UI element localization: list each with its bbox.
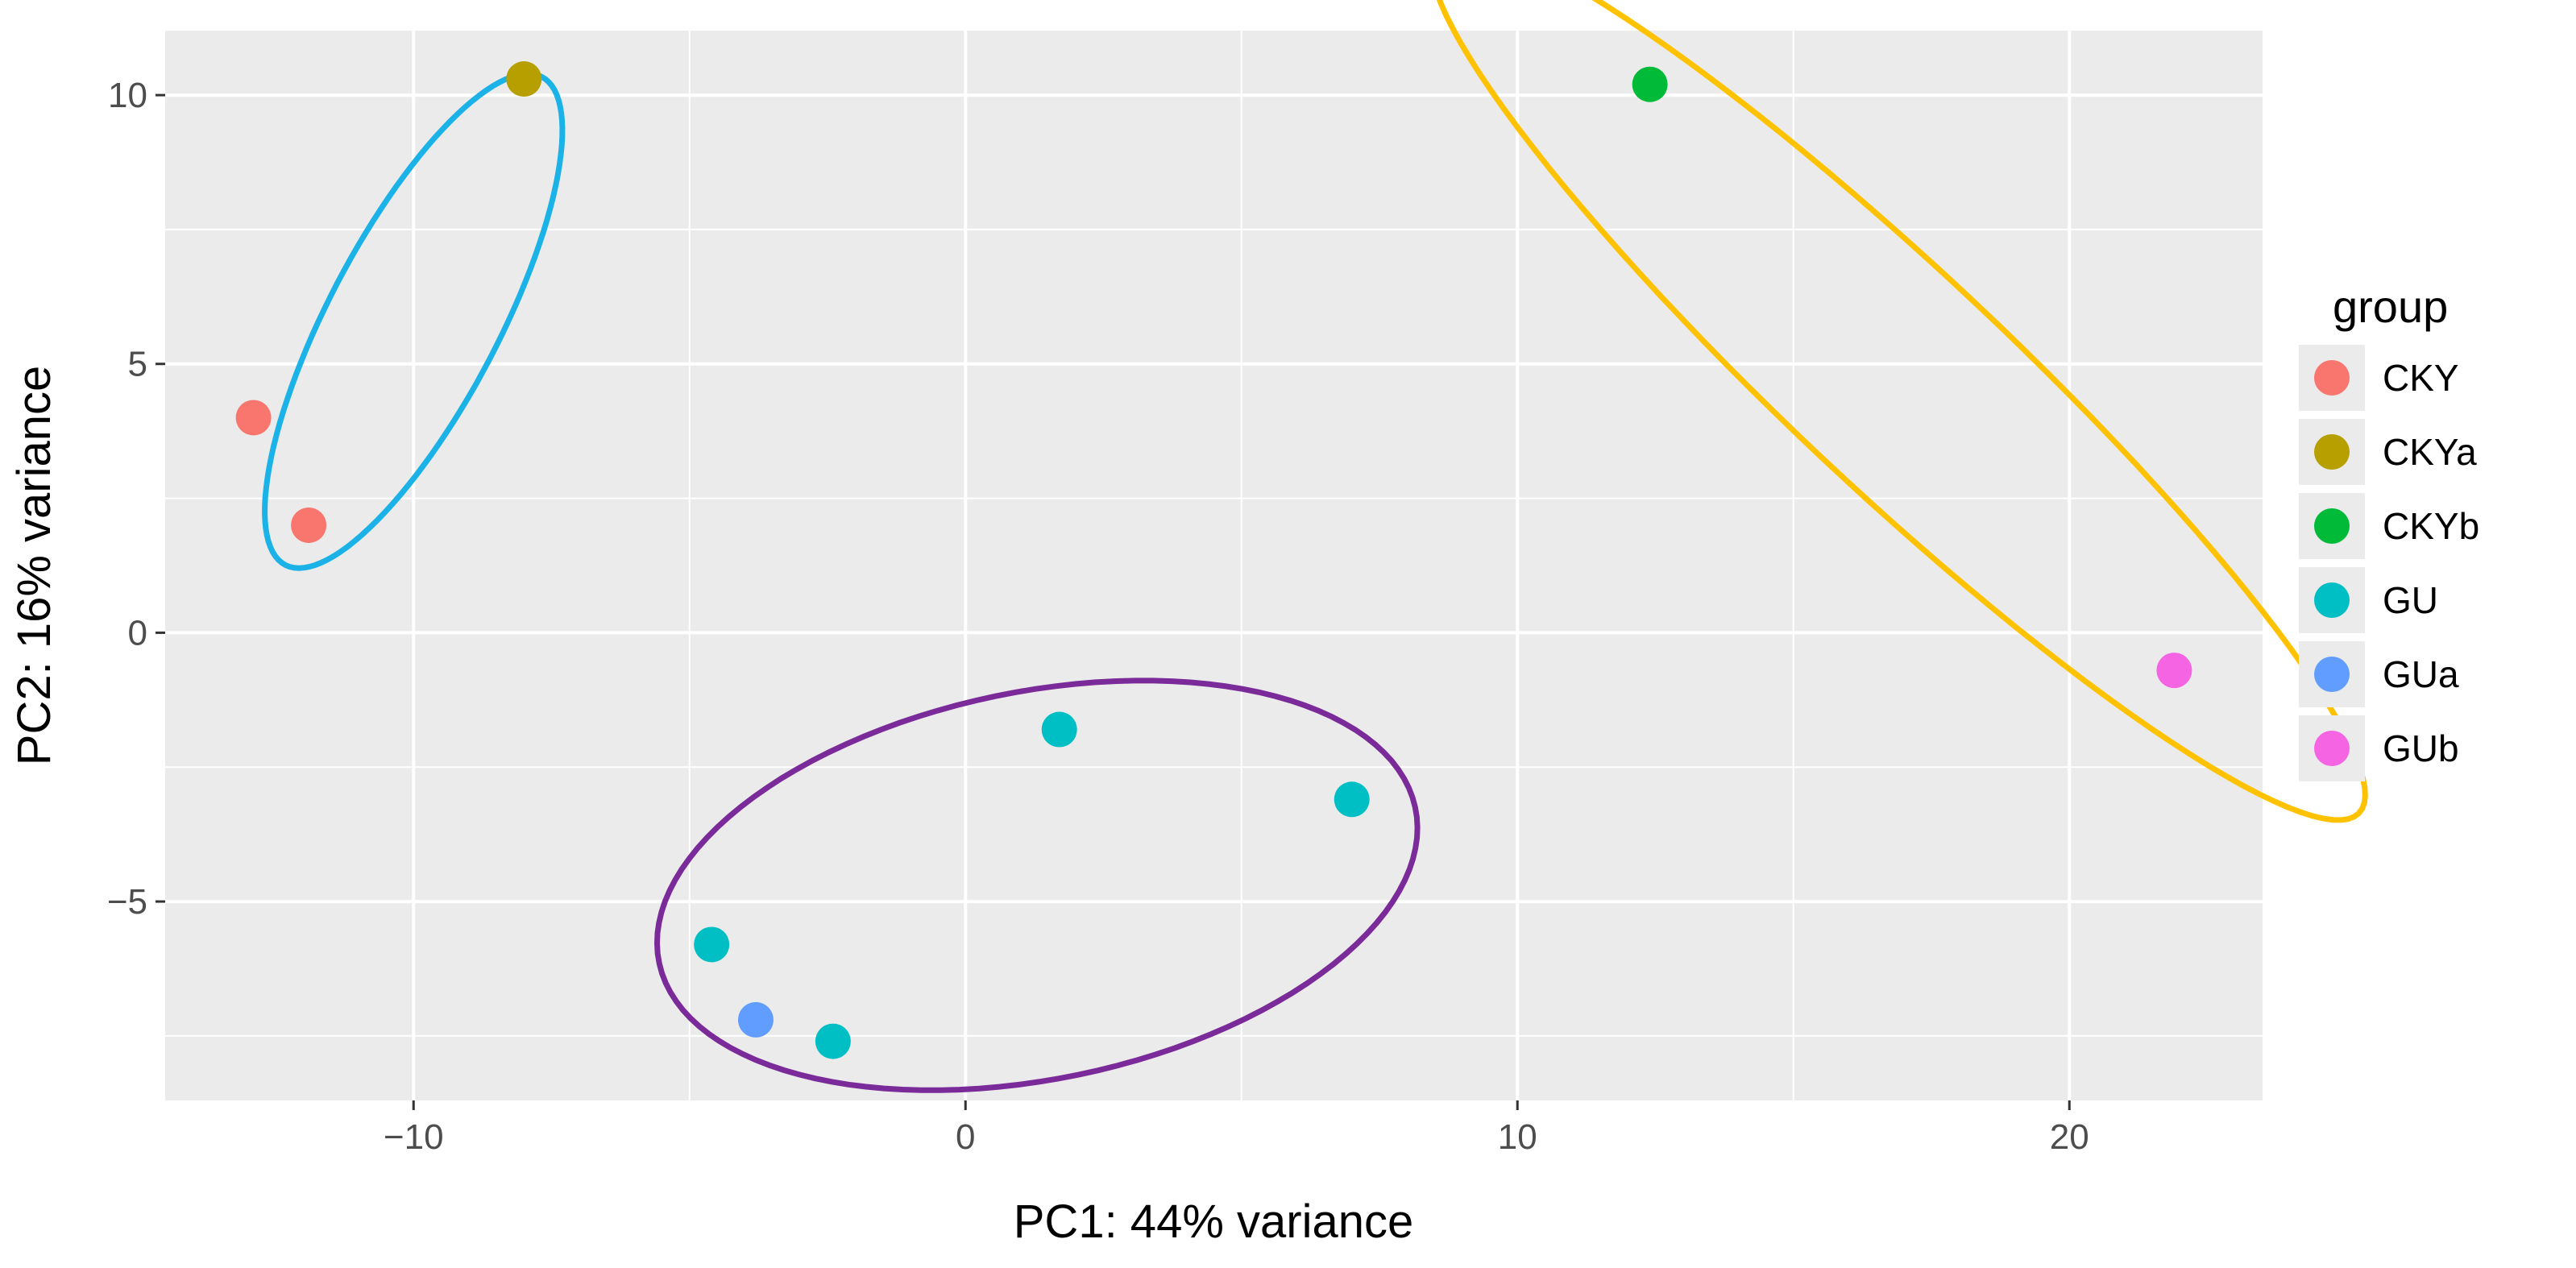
- x-axis-ticks: −10 0 10 20: [384, 1100, 2089, 1157]
- ellipse-cluster-cky: [262, 70, 566, 571]
- legend-key-cky: [2314, 360, 2350, 396]
- point-ckya: [506, 61, 542, 97]
- cluster-ellipses: [262, 0, 2368, 1093]
- x-tick-label: 0: [956, 1117, 975, 1157]
- legend-label-gua: GUa: [2383, 653, 2459, 695]
- legend-key-gu: [2314, 582, 2350, 618]
- legend: group CKY CKYa CKYb GU GUa GUb: [2299, 281, 2479, 781]
- x-axis-title: PC1: 44% variance: [1014, 1195, 1413, 1248]
- point-gub: [2156, 653, 2192, 689]
- y-axis-title: PC2: 16% variance: [8, 366, 60, 765]
- y-axis-ticks: −5 0 5 10: [107, 76, 165, 922]
- x-tick-label: 10: [1498, 1117, 1537, 1157]
- point-cky: [291, 507, 327, 543]
- grid-lines: [165, 31, 2263, 1100]
- point-gu: [815, 1023, 851, 1059]
- ellipse-cluster-gu: [653, 678, 1421, 1093]
- point-cky: [235, 400, 272, 436]
- y-tick-label: −5: [107, 882, 147, 922]
- legend-label-ckya: CKYa: [2383, 431, 2477, 473]
- x-tick-label: −10: [384, 1117, 444, 1157]
- legend-key-gua: [2314, 657, 2350, 692]
- x-tick-label: 20: [2050, 1117, 2089, 1157]
- y-tick-label: 10: [108, 76, 147, 115]
- plot-panel: [165, 31, 2263, 1100]
- point-ckyb: [1632, 66, 1668, 102]
- legend-label-gu: GU: [2383, 579, 2438, 621]
- legend-key-gub: [2314, 731, 2350, 766]
- point-gu: [694, 926, 730, 963]
- legend-label-gub: GUb: [2383, 727, 2459, 769]
- y-tick-label: 5: [128, 345, 147, 384]
- legend-label-ckyb: CKYb: [2383, 505, 2479, 547]
- legend-key-ckya: [2314, 434, 2350, 470]
- point-gu: [1041, 711, 1077, 748]
- point-gu: [1334, 781, 1370, 818]
- legend-title: group: [2333, 281, 2448, 332]
- legend-label-cky: CKY: [2383, 357, 2459, 399]
- legend-key-ckyb: [2314, 508, 2350, 544]
- ellipse-cluster-ckyb-gub: [1436, 0, 2368, 823]
- y-tick-label: 0: [128, 613, 147, 653]
- point-gua: [737, 1001, 774, 1038]
- data-points: [235, 61, 2192, 1059]
